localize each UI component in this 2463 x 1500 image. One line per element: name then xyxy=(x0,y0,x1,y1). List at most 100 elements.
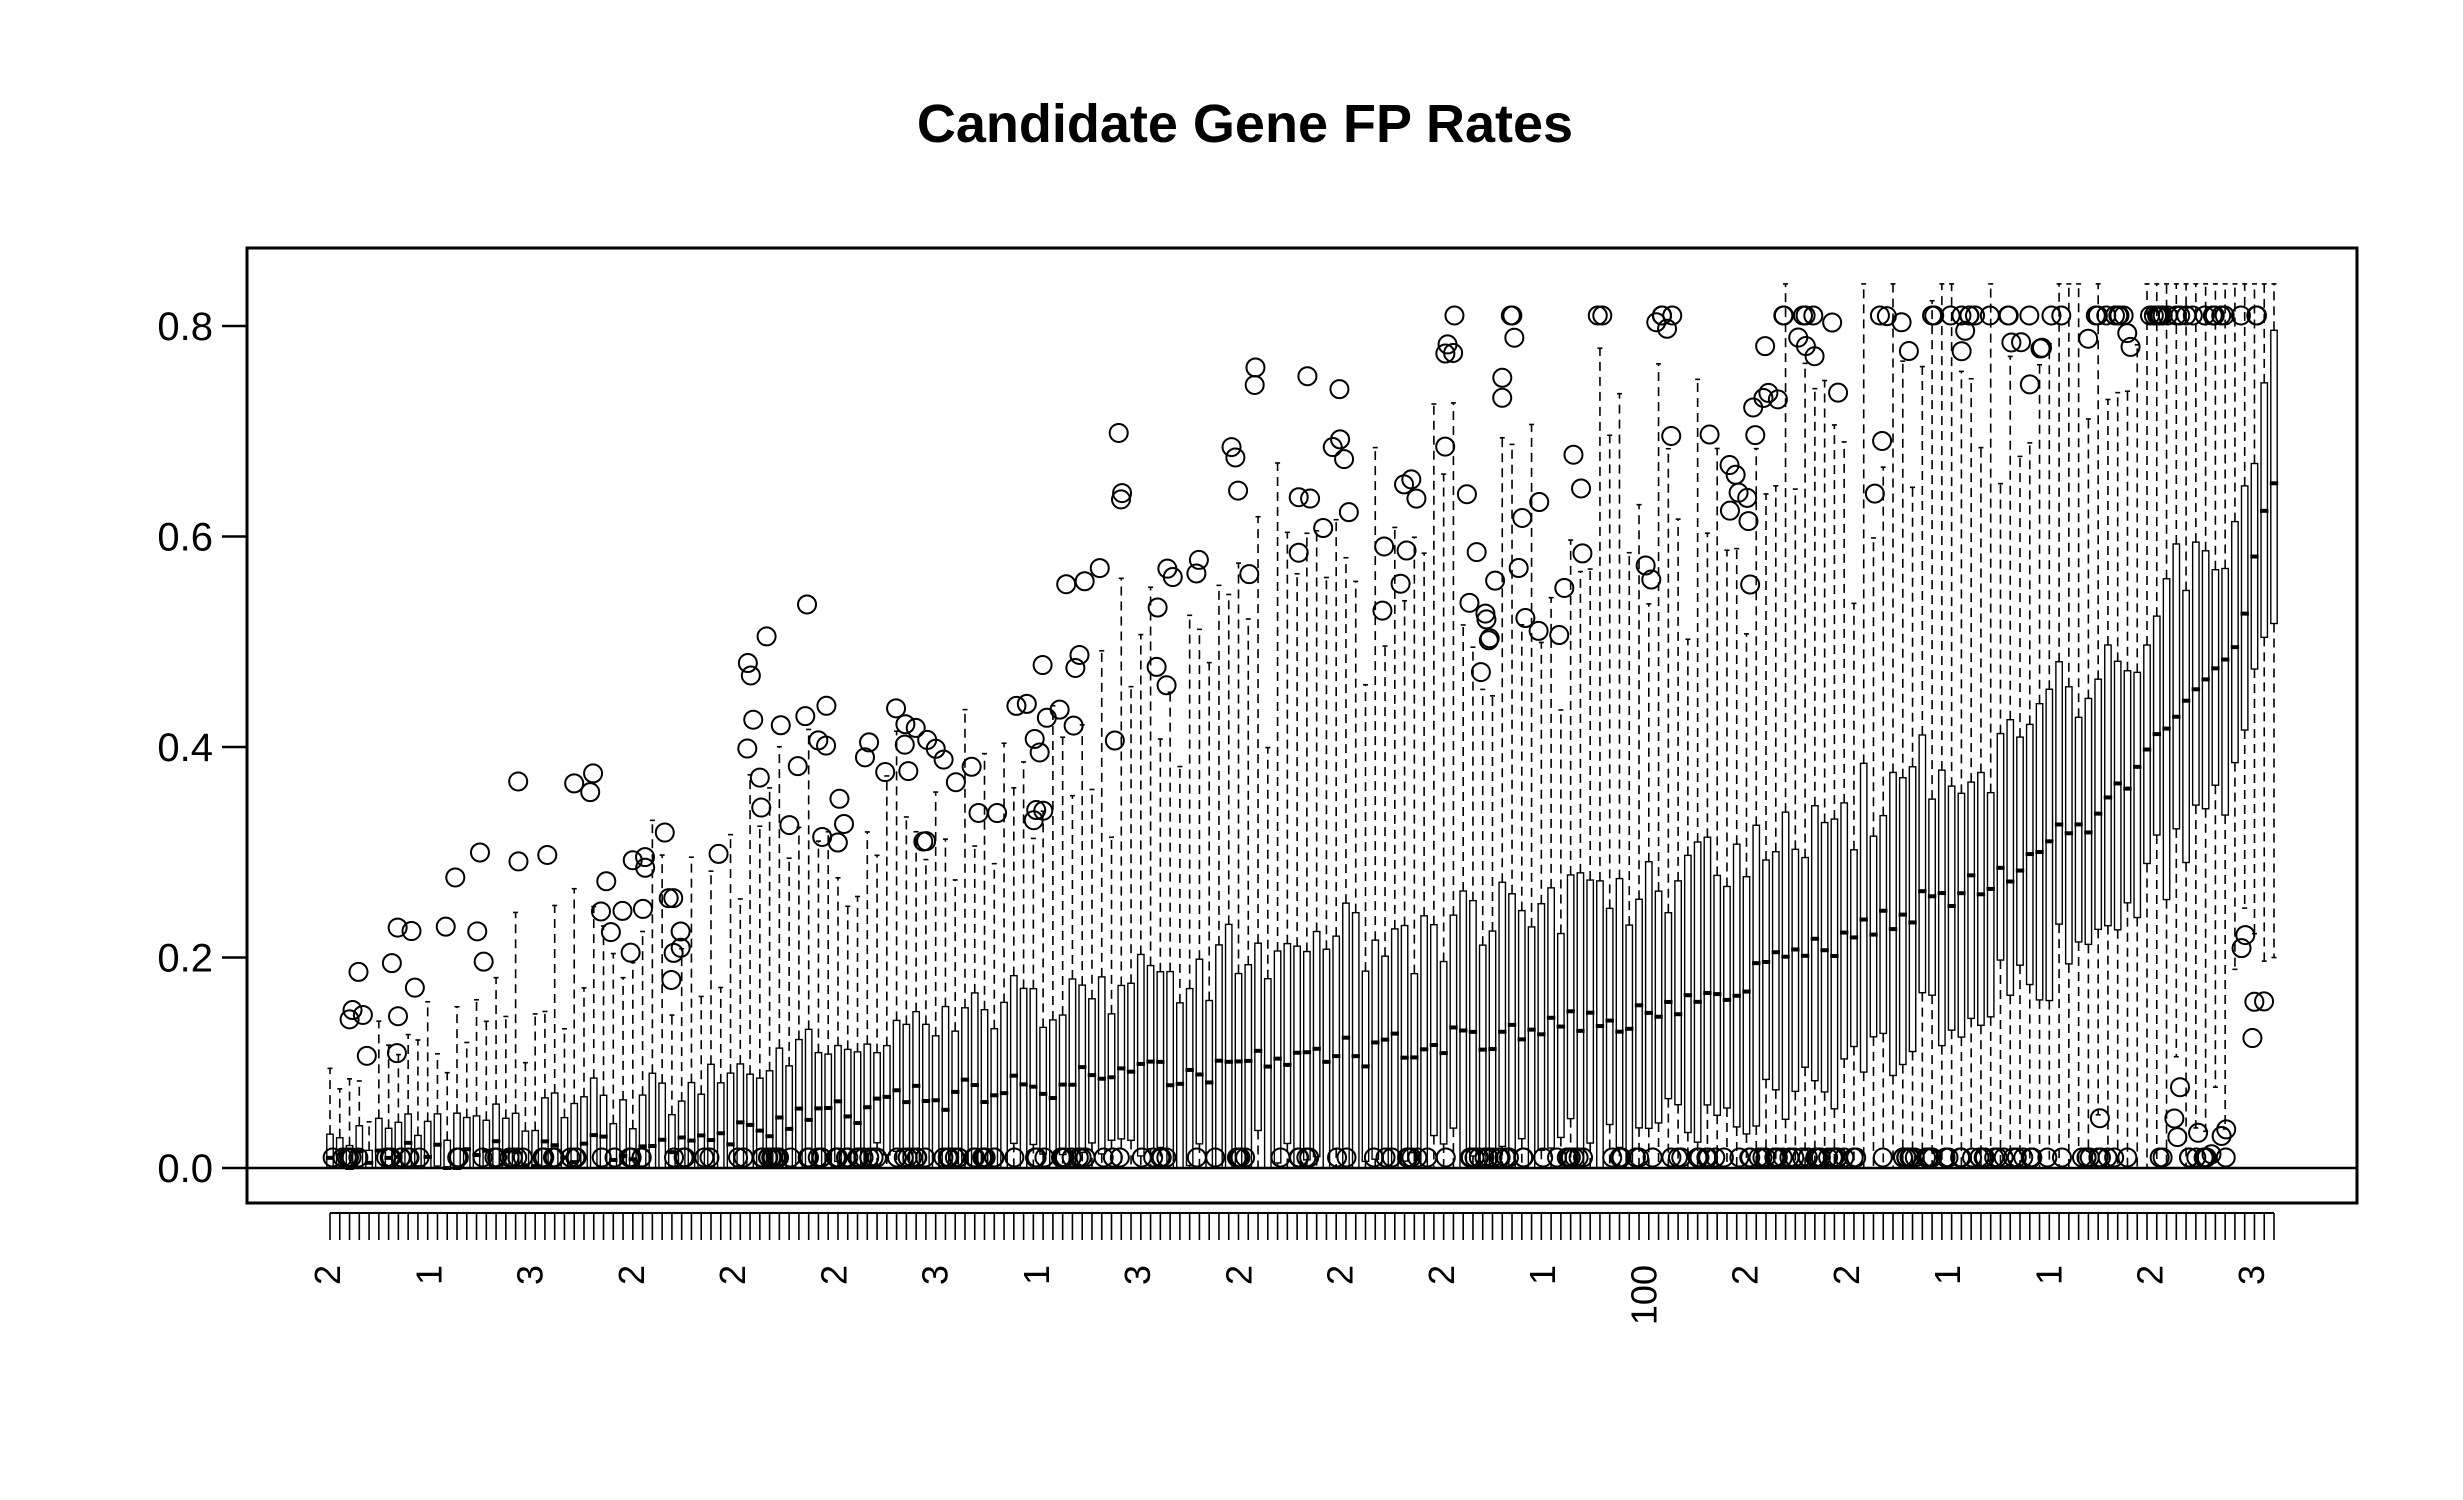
box xyxy=(1322,379,1351,1169)
box xyxy=(2140,283,2161,1169)
box-outlier xyxy=(1772,1147,1793,1168)
box-outlier xyxy=(1032,655,1053,676)
x-tick-label: 2 xyxy=(1320,1265,1361,1285)
box-outlier xyxy=(635,847,656,868)
box xyxy=(875,762,896,1169)
box-outlier xyxy=(1964,305,1985,326)
box-outlier xyxy=(1554,577,1575,598)
box-outlier xyxy=(1719,455,1740,476)
box-body xyxy=(1703,836,1712,1106)
box-body xyxy=(2191,541,2200,806)
box-body xyxy=(1498,881,1507,1148)
box-body xyxy=(2270,329,2278,625)
box-body xyxy=(1283,942,1292,1145)
box xyxy=(1792,305,1818,1169)
box-outlier xyxy=(2120,336,2141,357)
x-tick-label: 3 xyxy=(915,1265,956,1285)
box-outlier xyxy=(708,843,729,864)
box-body xyxy=(1146,964,1155,1150)
box-body xyxy=(355,1125,364,1169)
box-outlier xyxy=(1033,800,1054,821)
box-outlier xyxy=(1186,563,1207,584)
box-outlier xyxy=(1951,305,1972,326)
box-outlier xyxy=(1330,429,1351,450)
box-outlier xyxy=(1529,491,1550,512)
box-body xyxy=(492,1103,500,1169)
box-body xyxy=(1234,972,1243,1169)
box xyxy=(1175,765,1185,1169)
box-outlier xyxy=(2013,1147,2034,1168)
box-body xyxy=(1156,971,1165,1149)
x-tick-label: 100 xyxy=(1623,1265,1664,1325)
box xyxy=(654,822,675,1169)
box-outlier xyxy=(1245,357,1266,378)
box-outlier xyxy=(2019,305,2040,326)
box xyxy=(398,921,422,1169)
box-outlier xyxy=(1568,1147,1589,1168)
box-outlier xyxy=(797,1147,818,1168)
box-outlier xyxy=(1372,600,1393,621)
box-outlier xyxy=(1288,1147,1309,1168)
box xyxy=(619,850,643,1169)
box-outlier xyxy=(1993,1147,2014,1168)
y-axis: 0.0 0.2 0.4 0.6 0.8 xyxy=(157,305,249,1191)
box-outlier xyxy=(2006,1147,2027,1168)
box-outlier xyxy=(2204,305,2225,326)
box-outlier xyxy=(1074,571,1095,592)
box-outlier xyxy=(1592,305,1613,326)
box-body xyxy=(1478,944,1487,1169)
box-outlier xyxy=(620,942,641,963)
chart-title: Candidate Gene FP Rates xyxy=(917,94,1573,154)
box-outlier xyxy=(1950,1147,1971,1168)
box xyxy=(2071,283,2092,1169)
box-outlier xyxy=(1156,675,1177,696)
box-outlier xyxy=(507,1147,528,1168)
x-tick-label: 2 xyxy=(307,1265,348,1285)
box-outlier xyxy=(1803,305,1824,326)
box-outlier xyxy=(2104,1147,2125,1168)
box-body xyxy=(1097,976,1106,1155)
box xyxy=(834,813,859,1169)
box-outlier xyxy=(898,761,919,782)
box xyxy=(795,594,819,1169)
box xyxy=(560,773,587,1169)
box xyxy=(2019,305,2043,1169)
box-outlier xyxy=(834,813,855,834)
box xyxy=(1429,403,1439,1169)
box xyxy=(2193,283,2217,1168)
box-outlier xyxy=(631,1147,652,1168)
box-outlier xyxy=(1872,430,1893,451)
box-body xyxy=(746,1073,754,1169)
y-tick-label: 0.8 xyxy=(157,305,213,349)
box xyxy=(580,763,604,1169)
box-outlier xyxy=(2186,1147,2207,1168)
box-body xyxy=(1732,843,1741,1128)
box-body xyxy=(1566,874,1575,1120)
box-body xyxy=(2045,688,2054,1002)
box-body xyxy=(1674,880,1683,1106)
box xyxy=(999,742,1009,1169)
box-outlier xyxy=(2089,1108,2110,1129)
box xyxy=(1131,633,1152,1169)
box-outlier xyxy=(2170,1077,2191,1098)
box-outlier xyxy=(1784,1147,1805,1168)
box xyxy=(348,961,373,1169)
box-outlier xyxy=(2113,305,2134,326)
box xyxy=(1508,507,1536,1169)
box xyxy=(787,756,808,1169)
box xyxy=(1527,423,1536,1169)
box xyxy=(1126,685,1136,1169)
box-body xyxy=(775,1047,784,1169)
box xyxy=(1068,571,1096,1169)
box-outlier xyxy=(1397,1147,1418,1168)
box-body xyxy=(824,1053,833,1169)
box xyxy=(765,715,791,1169)
box xyxy=(532,844,558,1169)
box-series xyxy=(322,283,2279,1170)
box-outlier xyxy=(2216,1119,2237,1140)
box xyxy=(1743,397,1769,1169)
box xyxy=(1459,542,1487,1169)
box xyxy=(1016,693,1037,1169)
box-body xyxy=(1293,945,1302,1169)
box xyxy=(694,995,715,1169)
